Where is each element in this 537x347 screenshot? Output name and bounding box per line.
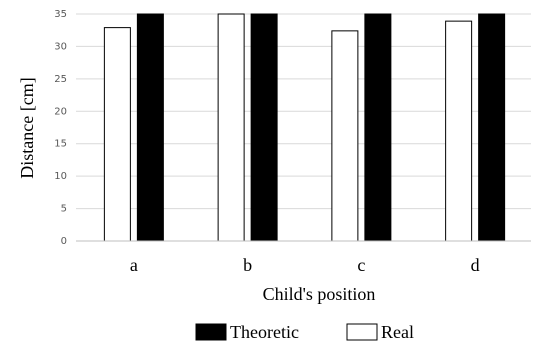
bar-theoretic-d bbox=[478, 13, 506, 242]
bar-real-d bbox=[445, 20, 473, 242]
bar-real-a bbox=[103, 27, 131, 242]
y-tick-label: 15 bbox=[54, 139, 67, 150]
bar-real-c bbox=[331, 30, 359, 242]
y-tick-label: 20 bbox=[54, 106, 67, 117]
y-tick-label: 30 bbox=[54, 41, 67, 52]
y-tick-label: 35 bbox=[54, 9, 67, 20]
y-tick-label: 10 bbox=[54, 171, 67, 182]
legend: Theoretic Real bbox=[195, 322, 414, 342]
x-category-label: a bbox=[130, 255, 138, 275]
legend-label-theoretic: Theoretic bbox=[230, 322, 299, 342]
bars bbox=[103, 13, 506, 242]
bar-real-b bbox=[217, 13, 245, 242]
legend-swatch-theoretic bbox=[195, 323, 227, 341]
y-axis-title: Distance [cm] bbox=[17, 77, 37, 178]
x-category-label: d bbox=[471, 255, 480, 275]
bar-theoretic-c bbox=[364, 13, 392, 242]
x-category-label: b bbox=[243, 255, 252, 275]
y-tick-label: 0 bbox=[61, 236, 67, 247]
x-axis-title: Child's position bbox=[263, 284, 376, 304]
y-tick-label: 5 bbox=[61, 204, 67, 215]
bar-theoretic-a bbox=[136, 13, 164, 242]
y-axis-ticks: 0 5 10 15 20 25 30 35 bbox=[54, 9, 67, 247]
legend-label-real: Real bbox=[381, 322, 414, 342]
y-tick-label: 25 bbox=[54, 74, 67, 85]
x-axis-categories: a b c d bbox=[130, 255, 480, 275]
legend-swatch-real bbox=[346, 323, 378, 341]
x-category-label: c bbox=[357, 255, 365, 275]
bar-theoretic-b bbox=[250, 13, 278, 242]
